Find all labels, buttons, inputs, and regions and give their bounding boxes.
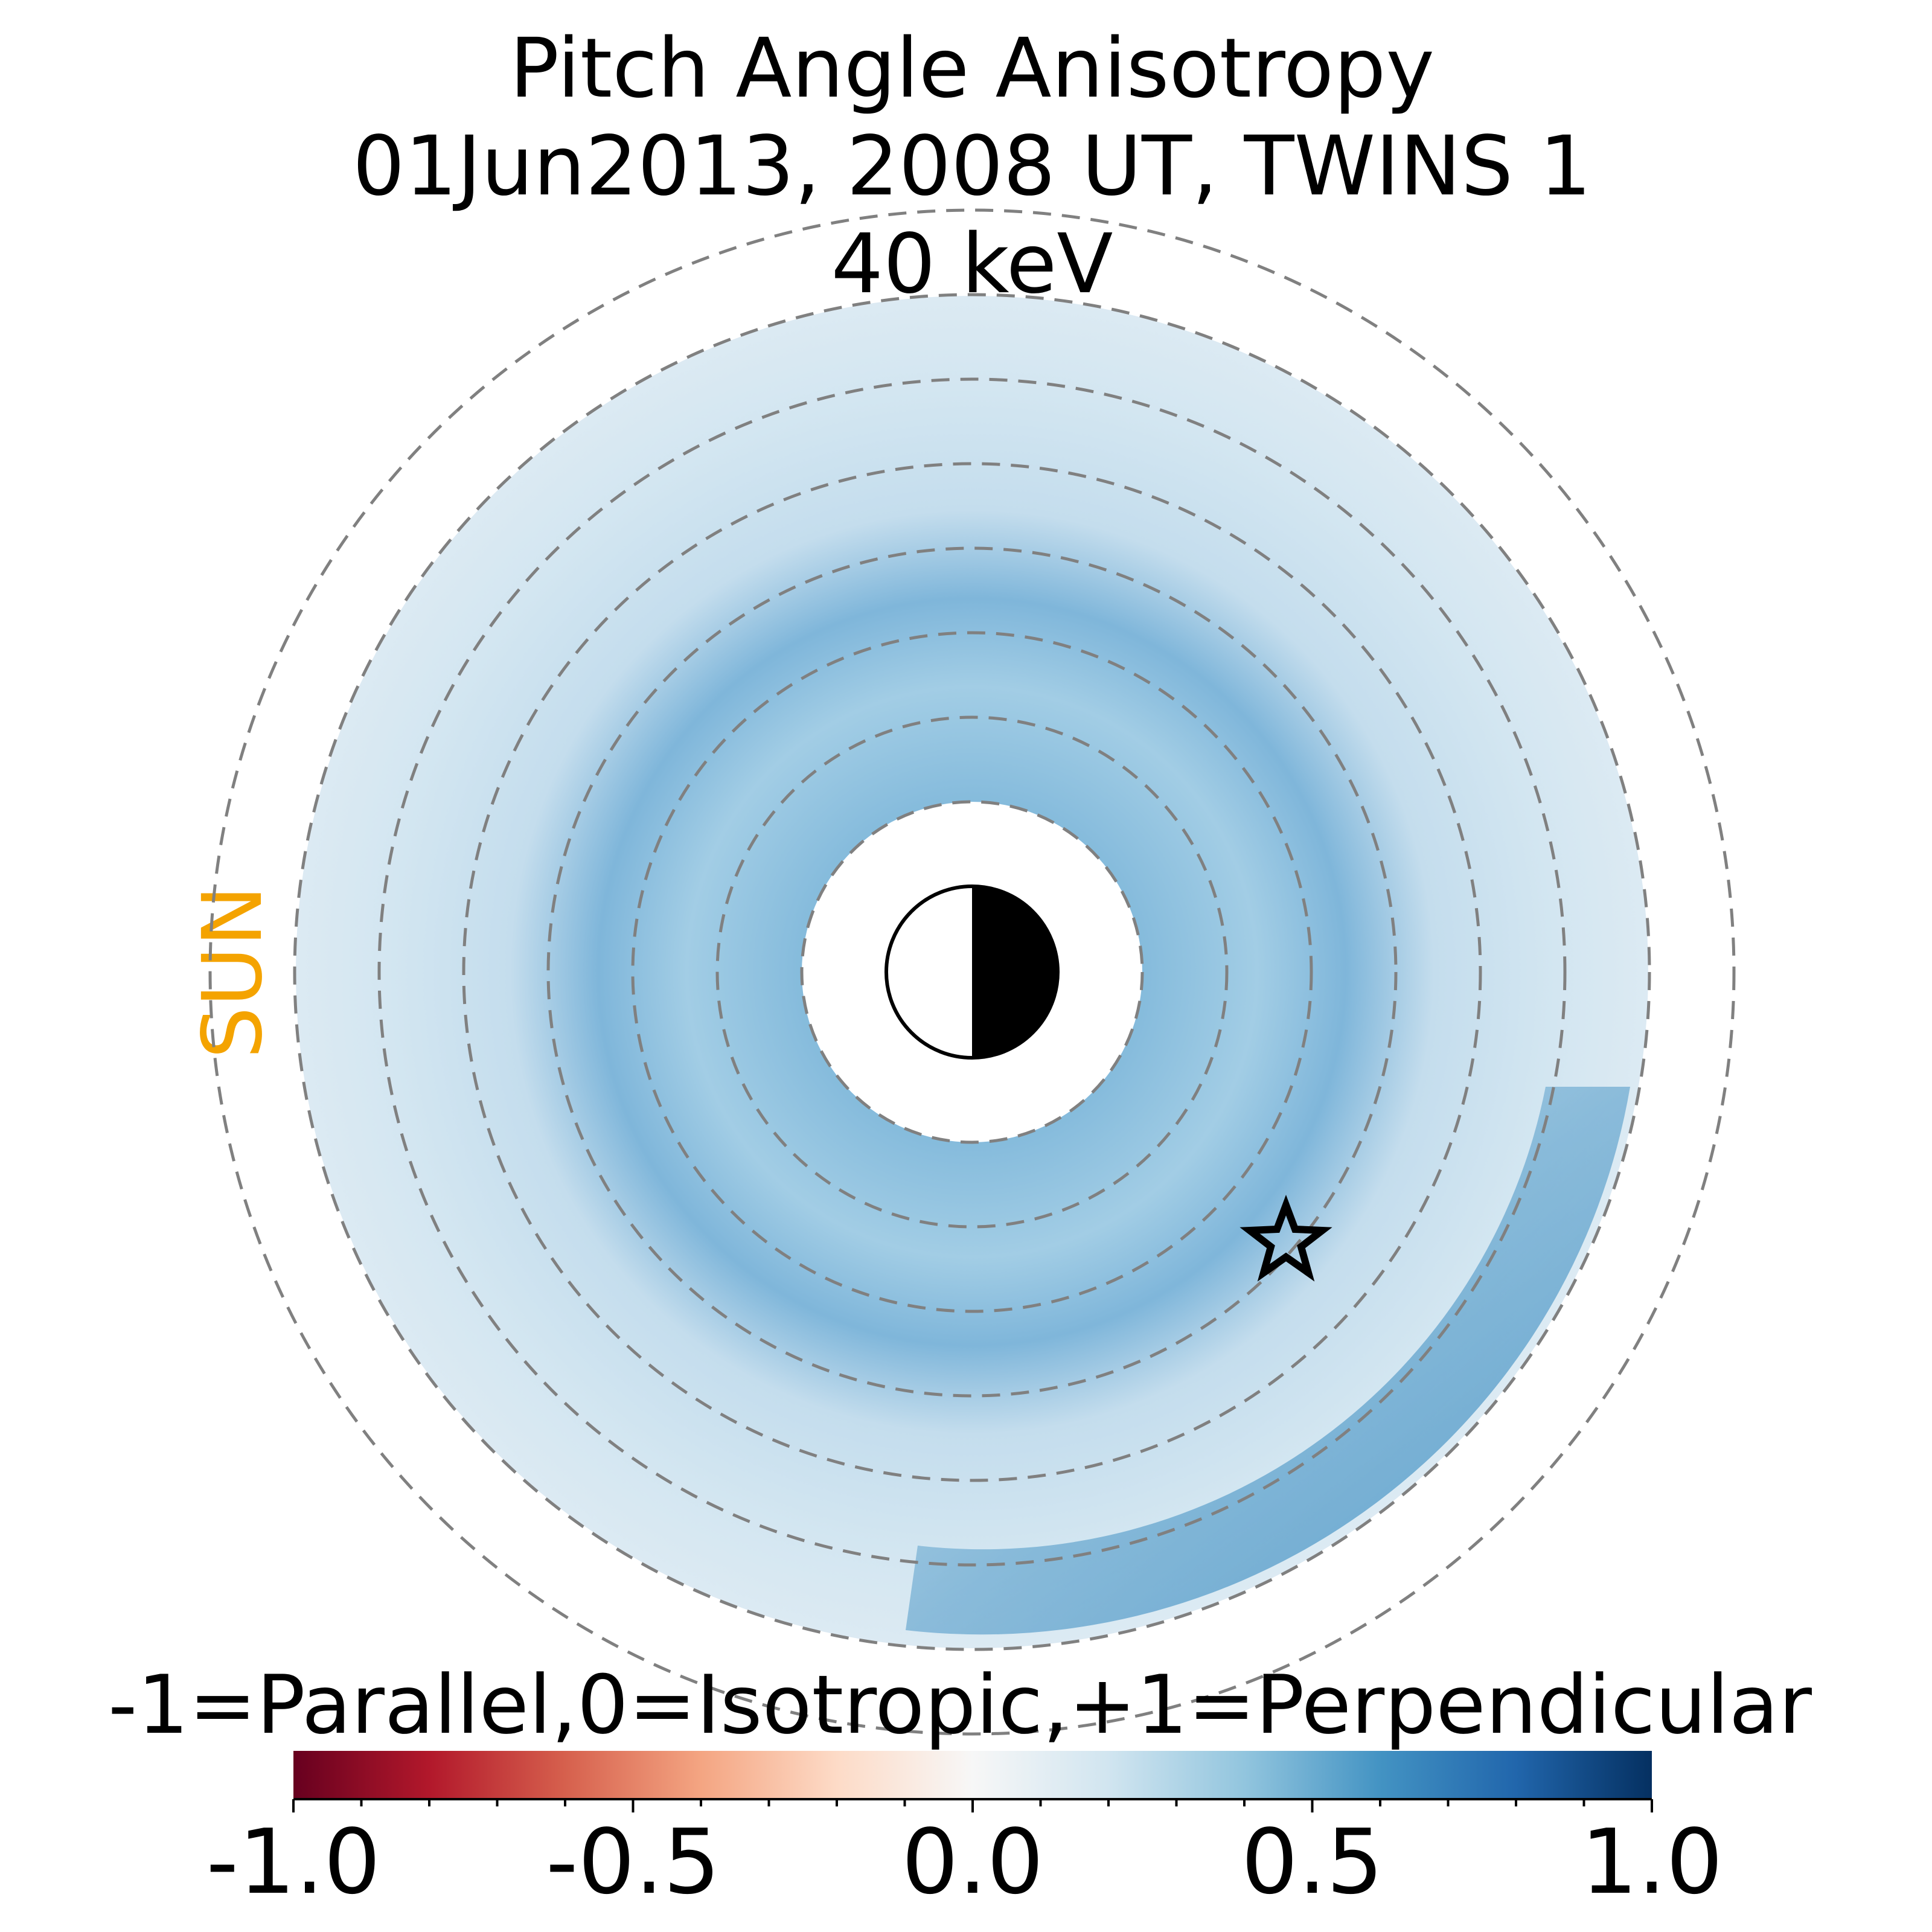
colorbar-tick-label: -0.5 xyxy=(546,1810,720,1914)
grid-circle xyxy=(462,462,1482,1482)
earth-night-side xyxy=(972,886,1058,1058)
colorbar-ticks: -1.0 -0.5 0.0 0.5 1.0 xyxy=(206,1799,1723,1914)
grid-circle xyxy=(800,800,1144,1144)
colorbar-label: -1=Parallel,0=Isotropic,+1=Perpendicular xyxy=(108,1658,1812,1752)
colorbar-tick-label: -1.0 xyxy=(206,1810,381,1914)
earth-marker xyxy=(884,884,1060,1060)
dusk-enhancement-band xyxy=(906,1087,1630,1635)
grid-circles xyxy=(208,208,1736,1736)
grid-circle xyxy=(631,631,1313,1313)
grid-circle xyxy=(208,208,1736,1736)
grid-circle xyxy=(293,293,1651,1651)
grid-circle xyxy=(546,546,1398,1398)
chart-title-line-2: 01Jun2013, 2008 UT, TWINS 1 xyxy=(353,119,1591,214)
chart-title-line-1: Pitch Angle Anisotropy xyxy=(510,21,1435,117)
colorbar-tick-label: 0.0 xyxy=(901,1810,1043,1914)
colorbar-tick-label: 1.0 xyxy=(1581,1810,1722,1914)
star-marker xyxy=(1239,1194,1332,1282)
grid-circle xyxy=(715,715,1229,1229)
colorbar-tick-label: 0.5 xyxy=(1241,1810,1383,1914)
earth-outline xyxy=(884,884,1060,1060)
colorbar xyxy=(293,1751,1652,1799)
sun-label: SUN xyxy=(185,885,281,1059)
grid-circle xyxy=(377,377,1567,1567)
